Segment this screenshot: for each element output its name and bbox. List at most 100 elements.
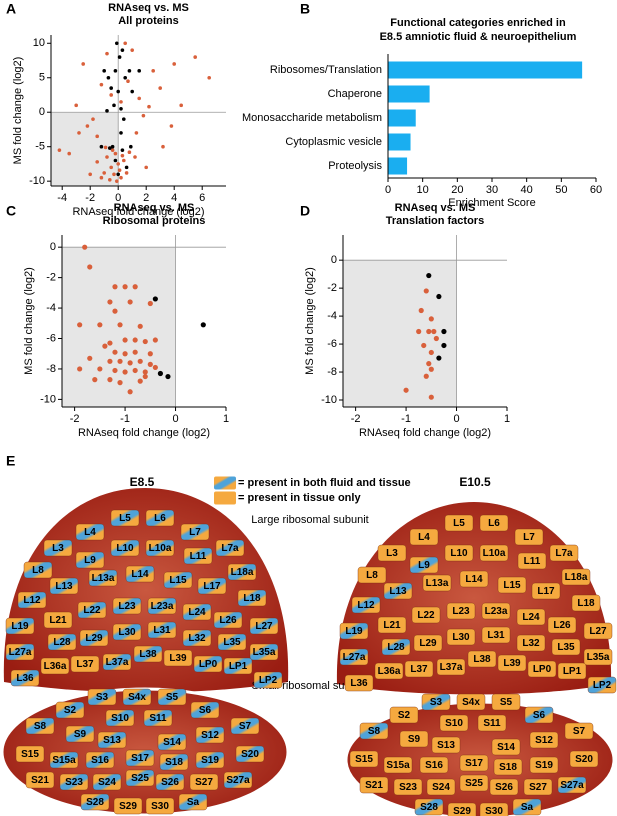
category-label: Cytoplasmic vesicle	[285, 136, 382, 148]
protein-box	[40, 657, 70, 675]
point	[87, 264, 93, 270]
point	[120, 48, 125, 52]
panel-title: E10.5	[459, 475, 491, 489]
protein-box	[557, 776, 587, 794]
protein-label: L36a	[44, 661, 67, 672]
protein-box	[147, 597, 177, 615]
protein-label: S3	[96, 692, 109, 703]
protein-box	[163, 571, 193, 589]
protein-box	[446, 602, 476, 620]
point	[172, 62, 176, 66]
protein-label: L17	[537, 586, 555, 597]
chart-subtitle: Ribosomal proteins	[103, 215, 206, 227]
point	[433, 335, 439, 342]
protein-label: S9	[74, 729, 87, 740]
x-axis-label: RNAseq fold change (log2)	[359, 427, 491, 439]
point	[113, 69, 118, 73]
point	[122, 369, 128, 375]
protein-box	[456, 693, 486, 711]
protein-label: L14	[131, 569, 149, 580]
protein-label: S14	[497, 742, 515, 753]
point	[421, 342, 427, 349]
protein-label: L12	[23, 595, 41, 606]
y-axis-label: MS fold change (log2)	[304, 267, 316, 375]
x-tick-label: -1	[401, 413, 411, 425]
protein-label: L14	[465, 574, 483, 585]
protein-label: L26	[219, 615, 237, 626]
protein-box	[516, 608, 546, 626]
protein-label: L35	[223, 637, 241, 648]
y-tick-label: -6	[327, 338, 337, 350]
protein-box	[551, 638, 581, 656]
protein-label: LP1	[563, 666, 582, 677]
point	[117, 168, 122, 172]
protein-box	[444, 544, 474, 562]
protein-label: S19	[535, 760, 553, 771]
point	[169, 124, 174, 128]
point	[436, 355, 442, 361]
protein-box	[195, 726, 225, 744]
point	[141, 113, 146, 118]
point	[132, 284, 138, 290]
protein-label: L35a	[253, 647, 276, 658]
protein-label: S25	[131, 773, 149, 784]
protein-label: L15	[169, 575, 187, 586]
protein-label: L28	[53, 637, 71, 648]
x-tick-label: -1	[120, 413, 130, 425]
protein-box	[65, 725, 95, 743]
y-tick-label: -10	[321, 394, 337, 406]
point	[88, 172, 92, 177]
protein-label: S26	[495, 782, 513, 793]
point	[124, 171, 129, 175]
protein-box	[10, 669, 40, 687]
protein-label: S3	[430, 697, 443, 708]
protein-label: L10a	[483, 548, 506, 559]
point	[112, 284, 118, 290]
protein-box	[77, 601, 107, 619]
protein-box	[517, 552, 547, 570]
protein-box	[421, 693, 451, 711]
protein-label: S4x	[462, 697, 480, 708]
protein-box	[113, 797, 143, 815]
large-subunit-label: Large ribosomal subunit	[251, 514, 368, 526]
protein-label: L30	[118, 627, 136, 638]
y-tick-label: -2	[327, 282, 337, 294]
protein-box	[230, 717, 260, 735]
protein-box	[497, 576, 527, 594]
point	[127, 150, 132, 155]
protein-label: S29	[119, 801, 137, 812]
point	[428, 349, 434, 356]
protein-label: S27	[195, 777, 213, 788]
point	[77, 322, 83, 328]
protein-label: L7	[523, 532, 535, 543]
x-tick-label: 0	[453, 413, 459, 425]
protein-box	[411, 606, 441, 624]
protein-label: L30	[452, 632, 470, 643]
point	[147, 300, 153, 307]
protein-label: L23a	[485, 606, 508, 617]
point	[116, 172, 120, 177]
point	[107, 358, 113, 364]
protein-box	[23, 561, 53, 579]
category-label: Monosaccharide metabolism	[242, 112, 382, 124]
point	[113, 151, 118, 156]
point	[95, 160, 99, 164]
category-label: Proteolysis	[328, 160, 382, 172]
protein-label: L36	[350, 678, 368, 689]
point	[109, 165, 113, 170]
protein-box	[180, 523, 210, 541]
protein-box	[157, 688, 187, 706]
protein-label: L27	[255, 621, 273, 632]
point	[117, 322, 123, 328]
x-tick-label: -4	[57, 192, 67, 204]
legend-swatch	[214, 476, 236, 490]
y-tick-label: -6	[46, 332, 56, 344]
protein-box	[182, 629, 212, 647]
point	[77, 366, 83, 372]
protein-label: S5	[166, 692, 179, 703]
protein-label: L19	[345, 626, 363, 637]
protein-label: S18	[165, 757, 183, 768]
chart-title: Functional categories enriched in	[390, 17, 566, 29]
protein-box	[549, 544, 579, 562]
y-tick-label: 0	[50, 241, 56, 253]
